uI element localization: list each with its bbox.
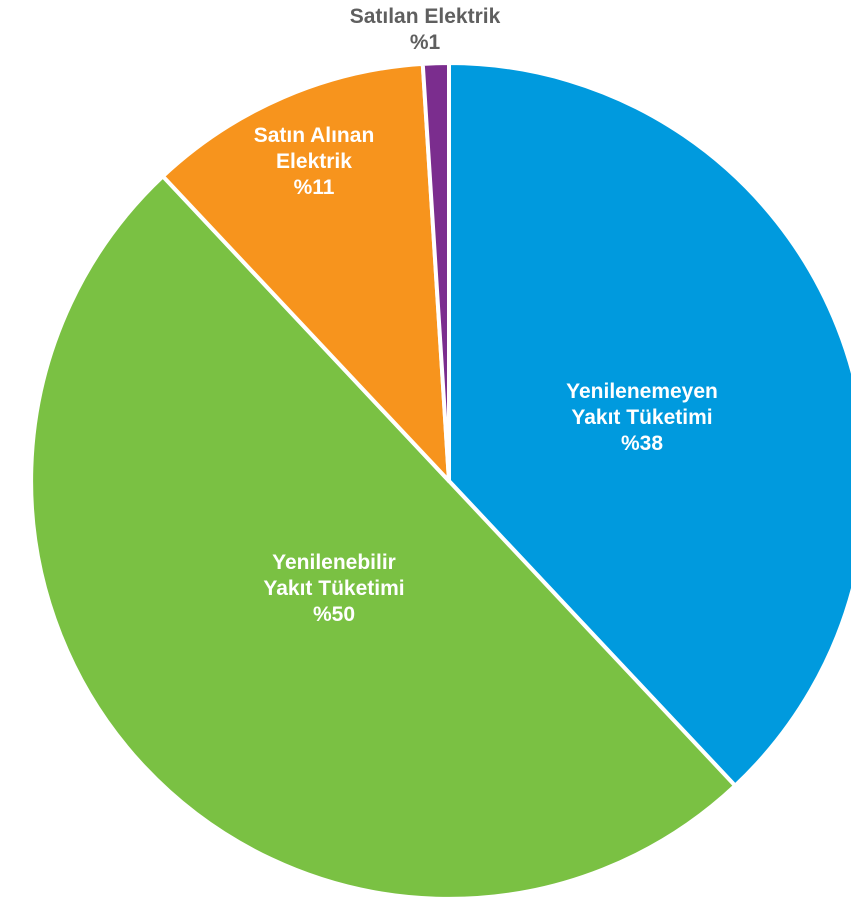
pie-label-yenilenemeyen-yakit-tuketimi: Yenilenemeyen Yakıt Tüketimi %38 bbox=[566, 380, 718, 455]
pie-label-line: Satılan Elektrik bbox=[350, 5, 501, 28]
pie-label-line: Yenilenebilir bbox=[272, 551, 396, 574]
pie-slice-satin-alinan-elektrik bbox=[160, 61, 451, 483]
pie-label-line: Yakıt Tüketimi bbox=[263, 577, 404, 600]
pie-label-line: Yakıt Tüketimi bbox=[571, 406, 712, 429]
pie-label-line: Yenilenemeyen bbox=[566, 380, 718, 403]
pie-slices bbox=[29, 61, 851, 901]
pie-slice-satilan-elektrik bbox=[420, 61, 451, 483]
pie-label-line: %50 bbox=[313, 603, 355, 626]
pie-label-yenilenebilir-yakit-tuketimi: Yenilenebilir Yakıt Tüketimi %50 bbox=[263, 551, 404, 626]
pie-label-line: Elektrik bbox=[276, 150, 352, 173]
pie-slice-yenilenemeyen-yakit-tuketimi bbox=[447, 61, 851, 788]
pie-label-line: Satın Alınan bbox=[254, 124, 375, 147]
pie-label-line: %1 bbox=[410, 31, 441, 54]
pie-label-line: %38 bbox=[621, 432, 663, 455]
pie-slice-yenilenebilir-yakit-tuketimi bbox=[29, 174, 738, 901]
pie-labels: Yenilenemeyen Yakıt Tüketimi %38 Yenilenebi… bbox=[254, 5, 718, 626]
pie-label-line: %11 bbox=[294, 176, 335, 199]
pie-label-satin-alinan-elektrik: Satın Alınan Elektrik %11 bbox=[254, 124, 375, 199]
pie-label-satilan-elektrik: Satılan Elektrik %1 bbox=[350, 5, 501, 54]
